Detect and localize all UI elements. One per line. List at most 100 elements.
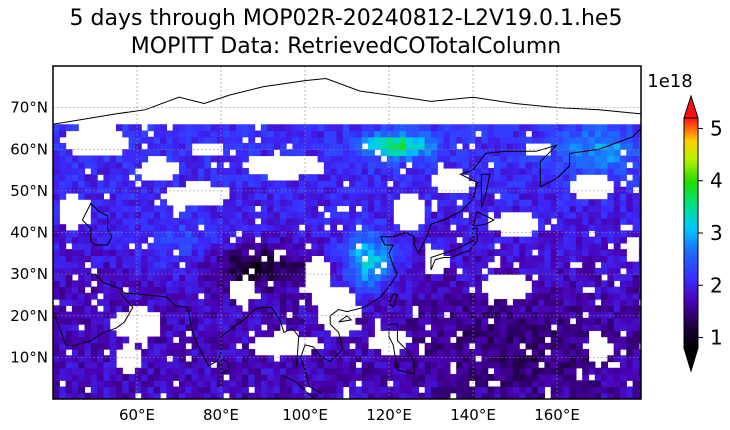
heatmap-cell: [78, 174, 86, 182]
heatmap-cell: [380, 255, 388, 263]
heatmap-cell: [204, 267, 212, 275]
heatmap-cell: [632, 174, 640, 182]
heatmap-cell: [229, 136, 237, 144]
heatmap-cell: [248, 136, 256, 144]
heatmap-cell: [323, 130, 331, 138]
heatmap-cell: [443, 317, 451, 325]
heatmap-cell: [380, 192, 388, 200]
heatmap-cell: [134, 211, 142, 219]
heatmap-cell: [462, 230, 470, 238]
heatmap-cell: [563, 174, 571, 182]
heatmap-cell: [405, 299, 413, 306]
heatmap-cell: [355, 249, 363, 256]
heatmap-cell: [191, 267, 199, 275]
heatmap-cell: [588, 249, 596, 256]
heatmap-cell: [292, 280, 300, 288]
heatmap-cell: [368, 311, 375, 319]
heatmap-cell: [582, 230, 590, 238]
heatmap-cell: [128, 292, 136, 300]
heatmap-cell: [601, 217, 608, 225]
heatmap-cell: [405, 324, 413, 331]
heatmap-cell: [254, 392, 262, 399]
heatmap-cell: [267, 299, 275, 306]
heatmap-cell: [613, 261, 621, 269]
heatmap-cell: [197, 324, 205, 331]
heatmap-cell: [550, 255, 558, 263]
heatmap-cell: [210, 205, 218, 213]
heatmap-cell: [475, 161, 482, 169]
heatmap-cell: [399, 267, 407, 275]
heatmap-cell: [216, 367, 224, 375]
heatmap-cell: [525, 249, 533, 256]
heatmap-cell: [273, 130, 281, 138]
heatmap-cell: [443, 392, 451, 399]
heatmap-cell: [405, 261, 413, 269]
heatmap-cell: [361, 261, 369, 269]
heatmap-cell: [355, 367, 363, 375]
heatmap-cell: [626, 349, 634, 356]
heatmap-cell: [380, 130, 388, 138]
heatmap-cell: [267, 205, 275, 213]
heatmap-cell: [191, 361, 199, 369]
heatmap-cell: [71, 355, 79, 363]
heatmap-cell: [197, 236, 205, 244]
heatmap-cell: [78, 336, 86, 344]
heatmap-cell: [71, 305, 79, 313]
heatmap-cell: [468, 392, 476, 399]
heatmap-cell: [116, 167, 123, 175]
heatmap-cell: [53, 217, 60, 225]
heatmap-cell: [349, 224, 356, 232]
heatmap-cell: [594, 224, 602, 232]
heatmap-cell: [311, 217, 319, 225]
heatmap-cell: [248, 143, 256, 150]
heatmap-cell: [153, 261, 161, 269]
heatmap-cell: [305, 311, 312, 319]
heatmap-cell: [103, 217, 111, 225]
heatmap-cell: [153, 374, 161, 381]
heatmap-cell: [531, 361, 539, 369]
heatmap-cell: [286, 149, 293, 157]
heatmap-cell: [279, 180, 287, 188]
heatmap-cell: [638, 374, 641, 381]
heatmap-cell: [550, 386, 558, 394]
heatmap-cell: [223, 230, 230, 238]
heatmap-cell: [317, 367, 325, 375]
heatmap-cell: [330, 349, 338, 356]
heatmap-cell: [462, 274, 470, 281]
heatmap-cell: [128, 224, 136, 232]
heatmap-cell: [494, 374, 501, 381]
heatmap-cell: [147, 336, 155, 344]
heatmap-cell: [380, 361, 388, 369]
heatmap-cell: [582, 317, 590, 325]
heatmap-cell: [594, 367, 602, 375]
heatmap-cell: [342, 361, 350, 369]
heatmap-cell: [563, 261, 571, 269]
heatmap-cell: [437, 380, 445, 388]
heatmap-cell: [153, 342, 161, 350]
heatmap-cell: [582, 149, 590, 157]
heatmap-cell: [462, 155, 470, 163]
heatmap-cell: [242, 330, 249, 338]
heatmap-cell: [147, 386, 155, 394]
heatmap-cell: [626, 205, 634, 213]
heatmap-cell: [109, 392, 117, 399]
heatmap-cell: [475, 180, 482, 188]
heatmap-cell: [191, 367, 199, 375]
heatmap-cell: [273, 305, 281, 313]
heatmap-cell: [147, 230, 155, 238]
heatmap-cell: [141, 380, 149, 388]
heatmap-cell: [153, 305, 161, 313]
heatmap-cell: [292, 361, 300, 369]
heatmap-cell: [254, 355, 262, 363]
heatmap-cell: [172, 342, 180, 350]
heatmap-cell: [557, 386, 564, 394]
heatmap-cell: [109, 355, 117, 363]
heatmap-cell: [323, 174, 331, 182]
heatmap-cell: [405, 136, 413, 144]
heatmap-cell: [632, 324, 640, 331]
heatmap-cell: [487, 305, 495, 313]
heatmap-cell: [317, 330, 325, 338]
heatmap-cell: [500, 199, 508, 207]
heatmap-cell: [342, 155, 350, 163]
